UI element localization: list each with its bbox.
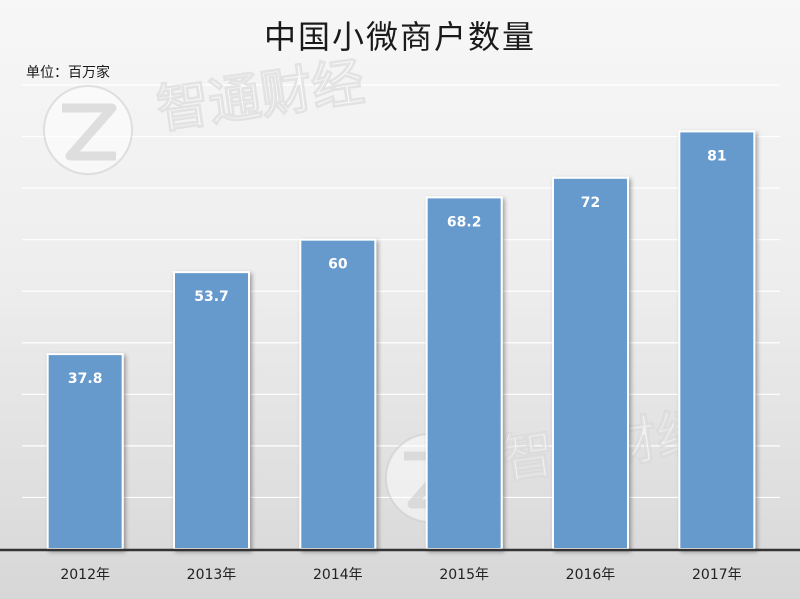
bar-2014年	[299, 238, 377, 551]
bar-2017年	[678, 130, 756, 550]
bar-value-label: 72	[581, 195, 600, 211]
bar-2013年	[173, 271, 250, 550]
bar-value-label: 53.7	[194, 289, 229, 305]
watermark-logo-top	[43, 85, 133, 175]
bars: 37.8 53.7 60 68.2 72 81	[46, 130, 756, 551]
unit-label: 单位：百万家	[26, 65, 110, 81]
watermark-text-top: 智通财经	[153, 53, 367, 141]
x-tick-label: 2016年	[566, 567, 616, 583]
bar-value-label: 68.2	[447, 214, 482, 230]
bar-2015年	[425, 196, 503, 550]
chart-title: 中国小微商户数量	[263, 18, 536, 56]
bar-value-label: 81	[707, 148, 726, 164]
bar-value-label: 60	[328, 257, 348, 273]
bar-value-label: 37.8	[68, 371, 103, 387]
bar-2016年	[552, 176, 629, 551]
x-tick-label: 2013年	[187, 567, 237, 583]
x-tick-label: 2017年	[692, 567, 742, 583]
x-tick-label: 2012年	[60, 567, 110, 583]
x-tick-label: 2015年	[439, 567, 489, 583]
x-tick-labels: 2012年 2013年 2014年 2015年 2016年 2017年	[60, 567, 741, 583]
x-tick-label: 2014年	[313, 567, 363, 583]
